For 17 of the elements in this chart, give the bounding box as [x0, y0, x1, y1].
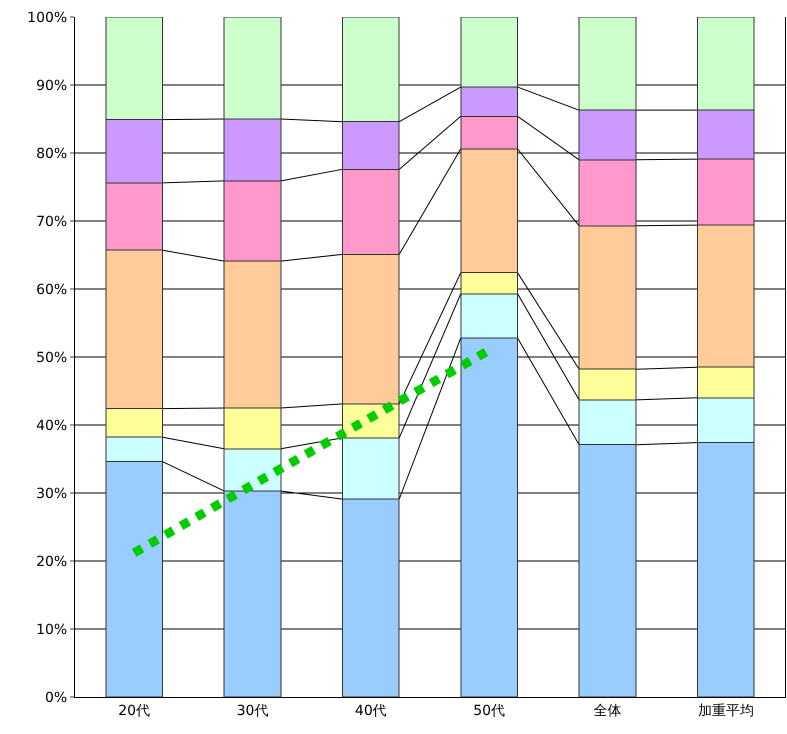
x-tick-label: 40代	[354, 702, 387, 719]
y-tick-label: 10%	[36, 622, 68, 638]
y-tick-label: 40%	[36, 418, 68, 434]
y-tick-label: 90%	[36, 78, 68, 94]
y-tick-label: 20%	[36, 554, 68, 570]
y-tick-label: 50%	[36, 350, 68, 366]
y-tick-label: 60%	[36, 282, 68, 298]
y-tick-label: 0%	[44, 690, 68, 706]
y-tick-label: 30%	[36, 486, 68, 502]
x-tick-label: 全体	[594, 702, 622, 719]
x-tick-label: 加重平均	[698, 702, 754, 719]
x-tick-label: 30代	[236, 702, 268, 719]
y-tick-label: 80%	[36, 146, 68, 162]
y-tick-label: 100%	[27, 10, 68, 26]
x-tick-label: 20代	[118, 702, 150, 719]
x-tick-label: 50代	[473, 702, 506, 719]
y-tick-label: 70%	[36, 214, 68, 230]
